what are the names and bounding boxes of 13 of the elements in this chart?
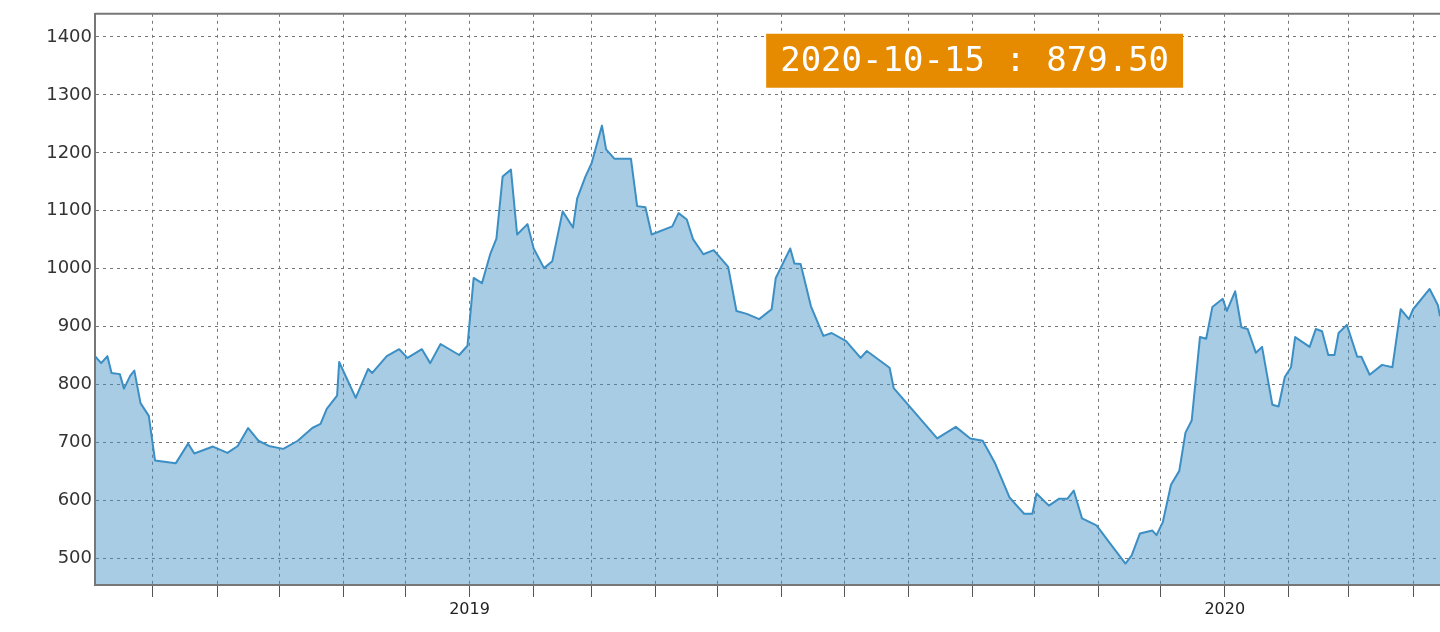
x-tick-label: 2020 — [1204, 598, 1246, 618]
y-tick-label: 1000 — [46, 256, 92, 278]
y-tick-label: 700 — [57, 430, 92, 452]
y-tick-label: 900 — [57, 314, 92, 336]
y-tick-label: 600 — [57, 488, 92, 510]
y-tick-label: 1100 — [46, 198, 92, 220]
annotation: 2020-10-15 : 879.50 — [780, 38, 1170, 79]
y-tick-label: 1200 — [46, 140, 92, 162]
y-tick-label: 1400 — [46, 24, 92, 46]
y-tick-label: 800 — [57, 372, 92, 394]
y-tick-label: 1300 — [46, 82, 92, 104]
x-tick-label: 2019 — [449, 598, 490, 618]
y-tick-label: 500 — [57, 546, 92, 568]
